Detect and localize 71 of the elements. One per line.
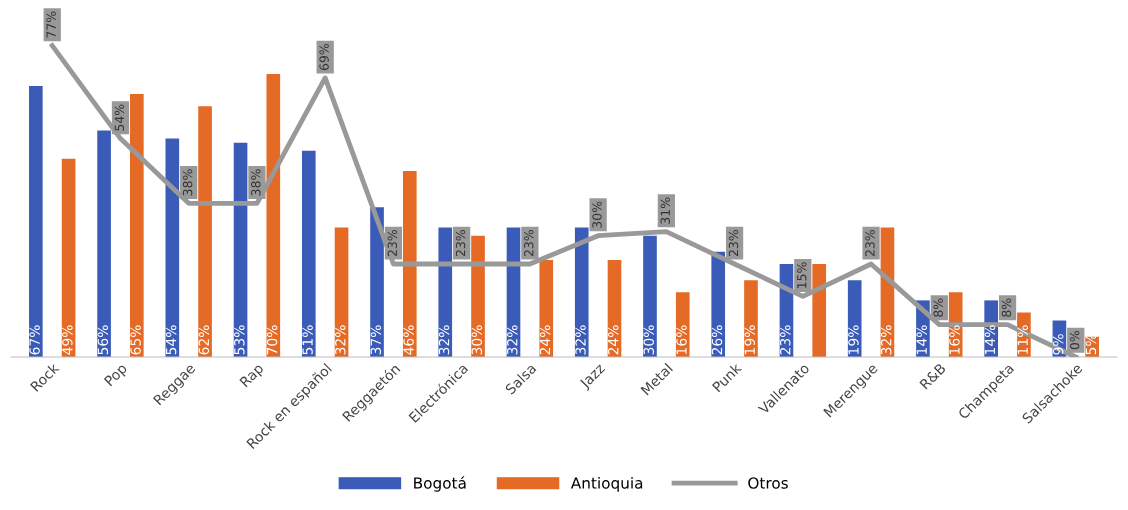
bar [370,207,384,357]
data-label: 32% [507,325,518,355]
data-label: 37% [370,325,382,355]
data-label: 26% [711,325,723,355]
bar [643,235,657,357]
bar [29,86,43,357]
data-label: 30% [471,325,483,355]
data-label: 11% [1017,325,1028,354]
data-label: 9% [1052,334,1064,355]
bar [165,138,180,357]
legend-label: Antioquia [570,476,643,492]
bar [402,170,417,357]
data-label: 24% [608,325,619,355]
x-tick-label: Pop [103,362,130,389]
data-label: 24% [539,325,551,355]
bar [301,150,316,357]
bar [130,94,144,357]
data-label: 0% [1069,330,1080,350]
data-label: 16% [676,325,687,354]
bar [812,263,827,357]
bar [61,158,76,357]
data-label: 32% [575,325,586,355]
data-label: 23% [524,229,534,257]
legend-label: Otros [748,477,788,489]
data-label: 30% [643,325,655,355]
data-label: 51% [302,325,313,355]
data-label: 53% [234,325,245,355]
bar [266,73,281,357]
bar [198,106,212,357]
data-label: 30% [592,201,602,228]
data-label: 23% [779,325,791,355]
bar [438,227,453,357]
data-label: 54% [114,104,125,131]
data-label: 19% [744,325,755,354]
data-label: 14% [916,325,927,354]
x-tick-label: Rap [239,362,266,390]
data-label: 23% [455,229,466,257]
data-label: 23% [865,229,875,257]
data-label: 69% [319,43,329,71]
data-label: 65% [130,325,141,355]
bar [744,280,758,357]
data-label: 32% [335,325,346,355]
data-label: 56% [97,325,109,355]
bar [97,130,111,357]
data-label: 32% [880,325,892,355]
data-label: 32% [438,325,450,355]
data-label: 16% [949,325,960,354]
data-label: 23% [387,229,398,257]
data-label: 70% [266,325,278,355]
data-label: 8% [933,298,943,317]
data-label: 31% [660,197,670,224]
data-label: 46% [403,325,414,355]
data-label: 23% [728,229,739,257]
data-label: 14% [984,325,996,354]
data-label: 19% [848,325,859,354]
bar [847,280,862,357]
bar [471,235,485,357]
bar [574,227,589,357]
data-label: 38% [251,169,261,196]
data-label: 62% [198,325,210,355]
data-label: 54% [165,325,177,355]
legend-label: Bogotá [414,476,466,492]
bar [539,259,554,357]
data-label: 8% [1001,298,1012,317]
data-label: 15% [797,262,807,289]
bar [675,292,690,357]
data-label: 67% [29,325,40,355]
data-label: 49% [62,325,73,355]
bar [711,251,726,357]
data-label: 77% [46,11,56,38]
data-label: 38% [182,169,193,196]
